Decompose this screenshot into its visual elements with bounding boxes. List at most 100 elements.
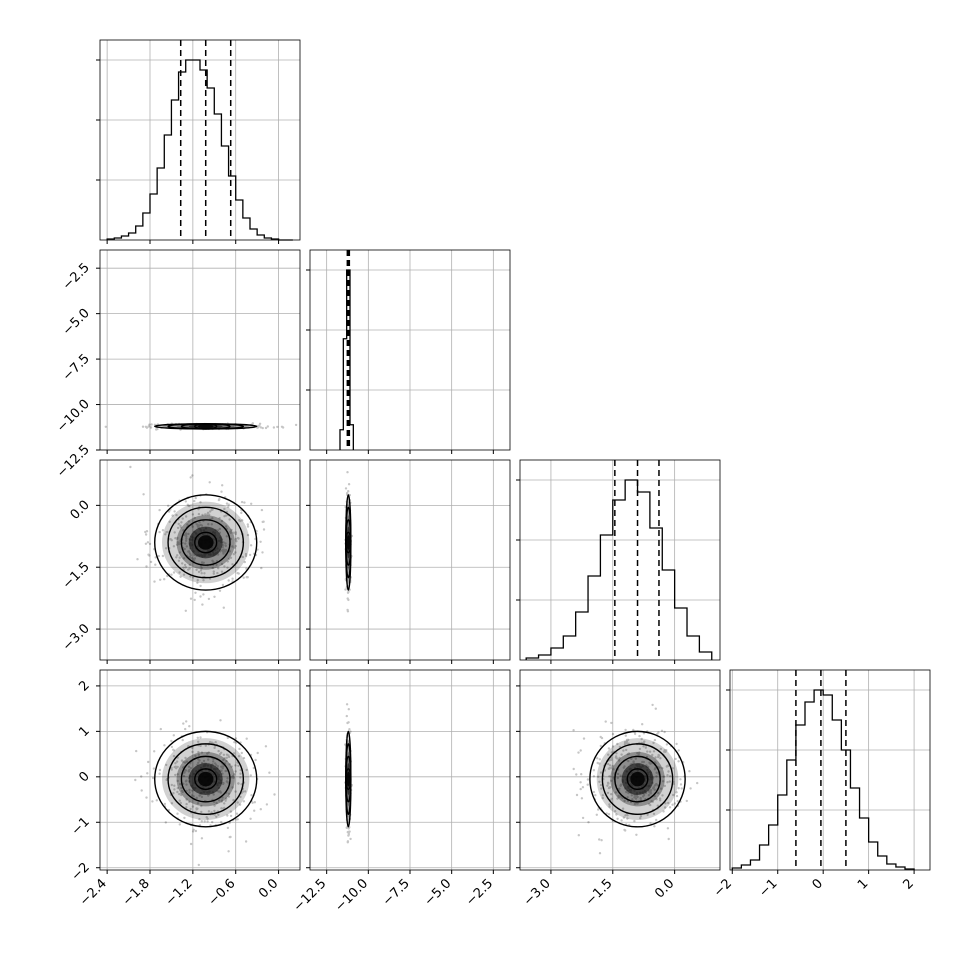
sample-point [181, 790, 184, 794]
sample-point [175, 767, 178, 770]
sample-point [618, 756, 621, 760]
sample-point [229, 835, 232, 839]
sample-point [191, 789, 194, 792]
sample-point [183, 816, 186, 820]
sample-point [347, 827, 350, 830]
sample-point [180, 786, 183, 790]
sample-point [592, 790, 596, 794]
sample-point [236, 425, 239, 428]
sample-point [231, 424, 234, 428]
sample-point [172, 749, 175, 752]
sample-point [222, 781, 225, 785]
sample-point [676, 800, 679, 803]
sample-point [189, 842, 193, 846]
sample-point [347, 761, 350, 764]
sample-point [347, 557, 350, 561]
sample-point [615, 752, 618, 755]
sample-point [189, 597, 193, 600]
sample-point [211, 517, 214, 520]
sample-point [649, 822, 652, 825]
sample-point [184, 542, 187, 545]
sample-point [347, 834, 350, 837]
sample-point [347, 833, 350, 836]
sample-point [201, 603, 204, 606]
sample-point [151, 776, 155, 780]
sample-point [641, 723, 644, 726]
sample-point [662, 810, 665, 813]
sample-point [223, 515, 226, 518]
sample-point [208, 513, 211, 516]
sample-point [347, 761, 350, 764]
sample-point [179, 524, 182, 527]
sample-point [244, 840, 248, 843]
sample-point [182, 566, 185, 569]
sample-point [221, 549, 224, 552]
sample-point [188, 563, 191, 567]
sample-point [220, 765, 223, 768]
sample-point [254, 758, 257, 762]
sample-point [173, 510, 176, 513]
sample-point [184, 769, 187, 772]
sample-point [633, 796, 636, 799]
x-tick-label: −10.0 [332, 876, 371, 915]
sample-point [177, 541, 180, 544]
sample-point [346, 471, 349, 474]
sample-point [245, 737, 248, 740]
sample-point [197, 863, 200, 867]
sample-point [211, 508, 214, 511]
sample-point [237, 764, 240, 767]
sample-point [224, 548, 228, 552]
sample-point [643, 740, 646, 743]
sample-point [242, 576, 245, 579]
sample-point [177, 542, 180, 546]
sample-point [198, 794, 201, 797]
x-tick-label: −0.6 [206, 876, 239, 909]
sample-point [184, 566, 187, 569]
sample-point [607, 747, 611, 750]
sample-point [620, 819, 623, 822]
sample-point [644, 746, 647, 749]
sample-point [582, 737, 586, 740]
sample-point [141, 425, 145, 428]
sample-point [667, 770, 670, 773]
sample-point [237, 782, 240, 785]
y-tick-label: −1 [69, 814, 93, 838]
sample-point [184, 780, 188, 783]
sample-point [191, 746, 194, 750]
sample-point [226, 780, 229, 783]
sample-point [172, 748, 175, 751]
grid-layer [100, 40, 930, 870]
sample-point [666, 827, 670, 830]
sample-point [180, 793, 183, 797]
sample-point [212, 570, 215, 573]
x-tick-label: 0.0 [652, 876, 677, 901]
sample-point [224, 425, 227, 428]
sample-point [652, 741, 655, 745]
sample-point [191, 513, 195, 516]
sample-point [216, 571, 219, 575]
sample-point [197, 750, 200, 754]
sample-point [615, 813, 618, 816]
sample-point [175, 513, 178, 517]
sample-point [222, 425, 226, 428]
sample-point [176, 765, 179, 769]
histogram-1 [106, 59, 293, 241]
sample-point [653, 825, 656, 828]
sample-point [242, 756, 246, 760]
sample-point [586, 783, 589, 786]
sample-point [204, 744, 207, 747]
x-tick-label: −1 [756, 876, 780, 900]
sample-point [347, 579, 350, 582]
sample-point [193, 516, 196, 520]
sample-point [220, 769, 223, 772]
sample-point [155, 428, 158, 431]
sample-point [179, 526, 183, 529]
sample-point [347, 524, 350, 527]
sample-point [349, 837, 352, 841]
sample-point [177, 522, 180, 526]
density-level [197, 424, 214, 429]
sample-point [178, 792, 181, 796]
sample-point [218, 498, 221, 501]
sample-point [167, 504, 170, 507]
sample-point [161, 529, 165, 532]
